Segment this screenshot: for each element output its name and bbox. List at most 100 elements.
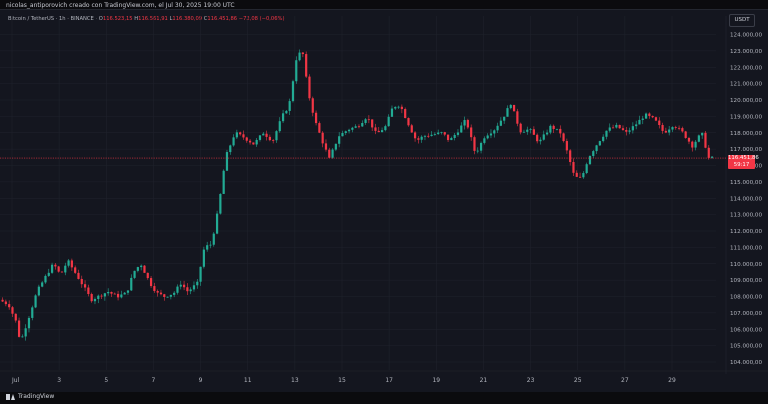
candle-body	[628, 130, 631, 132]
candle-body	[103, 293, 106, 297]
high-value: 116.561,91	[138, 16, 168, 22]
candle-body	[519, 123, 522, 133]
candle-body	[621, 128, 625, 130]
chart-pane[interactable]	[0, 9, 768, 396]
candle-body	[539, 139, 542, 142]
candle-body	[377, 130, 380, 133]
candle-body	[100, 295, 103, 297]
candle-body	[143, 265, 146, 273]
candle-body	[4, 301, 7, 305]
candle-body	[298, 52, 301, 61]
candle-body	[569, 150, 572, 163]
candle-body	[288, 101, 291, 111]
candle-body	[404, 109, 407, 119]
tradingview-logo-icon	[6, 393, 15, 400]
y-tick-label: 104.000,00	[730, 360, 762, 366]
candle-body	[440, 132, 443, 133]
x-tick-label: 25	[574, 377, 582, 384]
candle-body	[473, 137, 476, 151]
candle-body	[529, 129, 532, 131]
candle-body	[44, 275, 47, 283]
candle-body	[552, 125, 555, 130]
candle-body	[182, 284, 186, 288]
candle-body	[295, 60, 298, 82]
candle-body	[275, 131, 278, 141]
candle-body	[156, 290, 159, 293]
candle-body	[361, 122, 364, 127]
open-value: 116.523,15	[102, 16, 133, 22]
candle-body	[615, 124, 618, 128]
y-tick-label: 121.000,00	[730, 82, 762, 88]
candle-body	[522, 131, 526, 133]
candle-body	[37, 286, 40, 296]
candle-body	[265, 133, 268, 137]
candle-body	[648, 113, 651, 116]
candle-body	[357, 126, 361, 128]
candle-body	[354, 126, 357, 128]
candle-body	[545, 132, 549, 135]
candle-body	[559, 128, 562, 134]
candle-body	[658, 120, 661, 126]
candle-body	[196, 281, 199, 286]
author-line: nicolas_antiporovich creado con TradingV…	[6, 2, 235, 9]
candle-body	[311, 98, 314, 113]
candle-body	[331, 149, 334, 158]
candle-body	[671, 127, 674, 130]
candle-body	[367, 119, 370, 121]
candle-body	[608, 127, 611, 131]
y-tick-label: 106.000,00	[730, 327, 762, 333]
candle-body	[638, 119, 641, 125]
candle-body	[301, 52, 304, 55]
candle-body	[281, 113, 285, 122]
candle-body	[549, 125, 552, 133]
candle-body	[120, 294, 123, 298]
y-tick-label: 120.000,00	[730, 98, 762, 104]
candle-body	[641, 118, 644, 120]
candle-body	[324, 143, 328, 150]
candle-body	[212, 233, 215, 245]
candle-body	[585, 164, 588, 174]
candle-body	[153, 286, 156, 291]
candle-body	[222, 170, 225, 194]
y-tick-label: 109.000,00	[730, 278, 762, 284]
candle-body	[229, 145, 232, 153]
candle-body	[578, 176, 582, 178]
candle-body	[133, 270, 136, 278]
tradingview-logo[interactable]: TradingView	[6, 393, 54, 400]
y-tick-label: 114.000,00	[730, 196, 762, 202]
last-price-tag: 116.451,86 59:17	[728, 155, 759, 169]
candle-body	[555, 128, 559, 130]
high-prefix: H	[134, 16, 139, 22]
candle-body	[602, 136, 605, 142]
candle-body	[74, 267, 77, 273]
candle-body	[499, 120, 502, 126]
candle-body	[536, 134, 539, 142]
candle-body	[483, 138, 486, 143]
candle-body	[278, 121, 281, 132]
candle-body	[179, 284, 182, 287]
y-tick-label: 108.000,00	[730, 295, 762, 301]
candle-body	[572, 162, 575, 173]
candle-body	[252, 142, 255, 145]
candle-body	[681, 128, 684, 132]
candle-body	[47, 272, 50, 276]
open-prefix: O	[98, 16, 103, 22]
y-tick-label: 111.000,00	[730, 245, 762, 251]
candle-body	[242, 134, 245, 138]
candle-body	[123, 292, 126, 295]
candle-body	[694, 141, 697, 148]
currency-button[interactable]: USDT	[729, 14, 755, 27]
x-tick-label: 19	[432, 377, 440, 384]
candle-body	[453, 134, 456, 138]
low-prefix: L	[169, 16, 173, 22]
candle-body	[489, 133, 493, 136]
candle-body	[255, 139, 258, 145]
candle-body	[466, 120, 469, 128]
candle-body	[176, 286, 179, 293]
x-tick-label: 3	[57, 377, 61, 384]
candle-body	[314, 112, 318, 124]
candle-body	[651, 115, 654, 118]
candle-body	[697, 135, 700, 142]
x-tick-label: 15	[338, 377, 346, 384]
